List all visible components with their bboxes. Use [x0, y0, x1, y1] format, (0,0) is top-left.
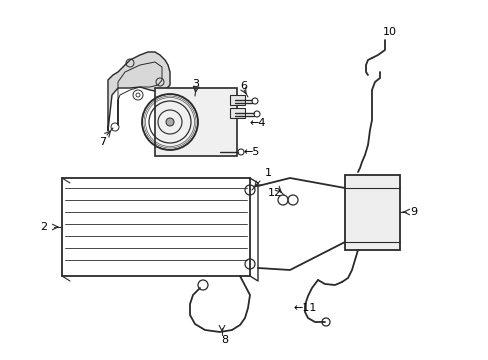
Text: 7: 7 — [99, 137, 106, 147]
Polygon shape — [108, 52, 170, 130]
Text: ←11: ←11 — [293, 303, 316, 313]
Text: 3: 3 — [192, 79, 199, 89]
Text: 9: 9 — [409, 207, 417, 217]
Text: 6: 6 — [240, 81, 247, 91]
Bar — [229, 95, 244, 105]
Text: 10: 10 — [382, 27, 396, 37]
Bar — [345, 175, 399, 250]
Text: 1: 1 — [264, 168, 271, 178]
Text: ←4: ←4 — [249, 118, 265, 128]
Text: 8: 8 — [221, 335, 228, 345]
Circle shape — [165, 118, 174, 126]
Text: 12: 12 — [267, 188, 282, 198]
Text: 2: 2 — [41, 222, 47, 232]
Bar — [155, 88, 237, 156]
Text: ←5: ←5 — [244, 147, 260, 157]
Bar — [229, 108, 244, 118]
Bar — [62, 178, 249, 276]
